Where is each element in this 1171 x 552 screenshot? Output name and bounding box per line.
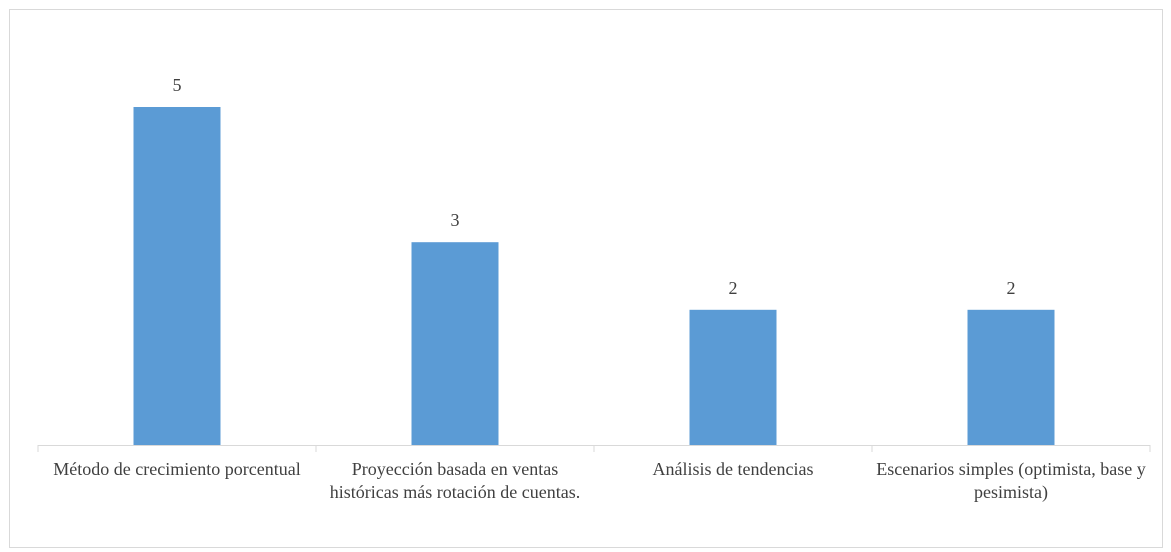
data-label: 3 xyxy=(451,210,460,230)
x-tick-label: Escenarios simples (optimista, base y pe… xyxy=(876,459,1146,502)
x-tick-label: Análisis de tendencias xyxy=(652,459,814,479)
data-label: 2 xyxy=(1007,278,1016,298)
bar xyxy=(411,242,499,445)
data-label: 2 xyxy=(729,278,738,298)
chart-border xyxy=(9,9,1163,548)
x-tick-label: Método de crecimiento porcentual xyxy=(53,459,301,479)
data-label: 5 xyxy=(173,75,182,95)
bar xyxy=(967,309,1055,445)
x-tick-label: Proyección basada en ventas históricas m… xyxy=(329,459,581,502)
bar xyxy=(689,309,777,445)
bar xyxy=(133,107,221,445)
